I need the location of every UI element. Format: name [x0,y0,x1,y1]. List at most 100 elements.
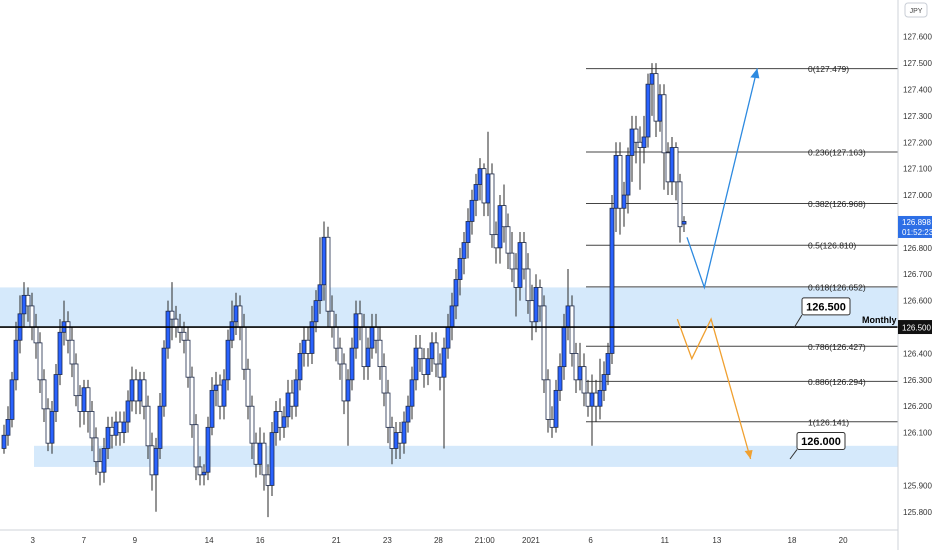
candle-up [101,448,107,473]
candle-up [413,347,419,381]
candle-up [5,419,11,436]
candle-up [469,199,475,222]
candle-down [333,326,339,349]
candle-up [285,392,291,418]
bar-countdown: 01:52:23 [902,228,932,237]
fib-level-label: 0.786(126.427) [808,342,866,352]
candle-up [13,339,19,381]
candle-down [525,268,531,302]
time-tick-label: 6 [588,536,593,545]
price-tick-label: 125.800 [903,508,932,517]
candle-down [569,305,575,354]
candle-up [269,432,275,486]
candle-down [521,242,527,270]
candle-up [445,326,451,349]
candle-down [361,326,367,368]
level-axis-value: 126.500 [902,324,931,333]
candle-up [165,310,171,349]
candle-up [477,168,483,185]
candle-up [345,379,351,402]
candle-up [649,73,655,85]
price-tick-label: 127.000 [903,191,932,200]
candle-down [185,339,191,378]
candle-up [301,339,307,354]
currency-badge[interactable] [904,2,928,18]
candle-down [581,366,587,394]
candle-up [629,128,635,156]
candle-up [613,155,619,209]
candle-down [325,236,331,312]
candle-down [421,358,427,375]
candle-up [609,207,615,354]
candle-up [641,136,647,148]
candle-up [153,448,159,476]
candle-up [473,184,479,201]
candle-up [113,421,119,436]
current-price-tag [898,215,932,238]
candle-down [37,342,43,381]
support-zone [34,445,898,467]
candle-down [389,426,395,449]
candle-up [81,387,87,412]
candle-up [561,326,567,368]
candle-down [537,287,543,307]
candle-up [233,305,239,323]
candle-up [53,374,59,412]
candle-up [601,374,607,391]
candle-up [229,321,235,341]
candle-down [437,363,443,378]
candle-down [65,321,71,341]
candle-up [9,379,15,420]
candle-up [349,347,355,381]
time-tick-label: 2021 [522,536,540,545]
bullish-projection-path [686,68,758,290]
time-tick-label: 13 [712,536,721,545]
candle-up [281,416,287,428]
bullish-arrowhead [750,68,760,79]
candle-up [309,321,315,354]
fib-level-label: 1(126.141) [808,417,849,427]
candle-down [69,339,75,365]
candle-down [505,226,511,254]
candle-down [277,411,283,428]
price-tick-label: 126.800 [903,244,932,253]
candle-up [441,347,447,378]
time-tick-label: 18 [788,536,797,545]
candle-down [93,437,99,463]
candle-up [353,313,359,349]
candle-up [429,342,435,360]
candle-down [673,147,679,183]
candle-down [145,405,151,447]
candle-up [209,389,215,428]
candle-up [485,173,491,204]
candle-down [677,181,683,228]
candle-up [365,347,371,368]
candle-down [501,205,507,228]
price-tick-label: 127.100 [903,165,932,174]
candle-up [453,279,459,307]
candle-down [637,141,643,148]
candle-down [141,379,147,407]
candle-up [533,287,539,323]
candle-down [585,392,591,407]
candle-up [293,379,299,407]
candle-down [173,318,179,328]
candle-up [369,326,375,349]
candle-down [593,392,599,407]
candle-down [617,155,623,209]
fib-level-label: 0.618(126.652) [808,282,866,292]
candle-down [397,432,403,444]
candle-down [493,234,499,249]
price-tick-label: 126.700 [903,270,932,279]
candle-down [33,326,39,344]
candle-down [357,313,363,328]
candle-down [373,326,379,341]
candle-down [337,347,343,365]
price-tick-label: 126.600 [903,297,932,306]
candle-up [405,405,411,423]
candle-down [77,395,83,412]
candle-up [129,379,135,402]
candle-down [45,408,51,444]
